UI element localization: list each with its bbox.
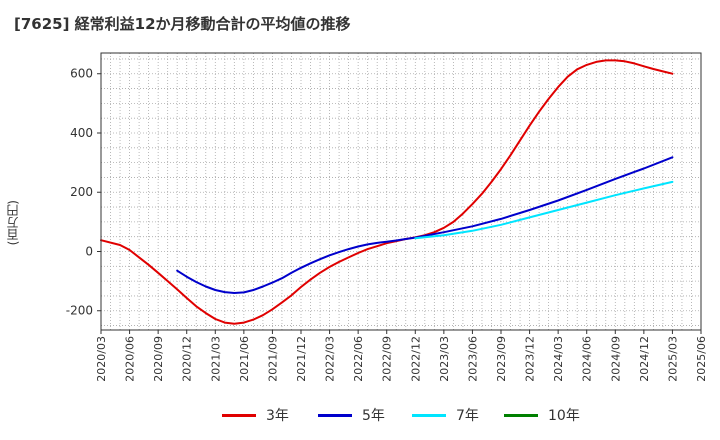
legend-item: 10年 bbox=[504, 401, 580, 429]
x-tick-label: 2020/03 bbox=[95, 336, 108, 382]
legend-label: 10年 bbox=[548, 408, 580, 424]
x-tick-label: 2020/12 bbox=[181, 336, 194, 382]
series-line-5年 bbox=[176, 156, 674, 294]
legend-item: 3年 bbox=[222, 401, 289, 429]
x-tick-label: 2021/12 bbox=[295, 336, 308, 382]
y-tick-label: 400 bbox=[70, 126, 93, 140]
legend-label: 5年 bbox=[362, 408, 385, 424]
x-tick-label: 2024/12 bbox=[638, 336, 651, 382]
x-tick-label: 2022/06 bbox=[352, 336, 365, 382]
x-tick-label: 2023/12 bbox=[524, 336, 537, 382]
x-tick-label: 2023/06 bbox=[466, 336, 479, 382]
chart-title: [7625] 経常利益12か月移動合計の平均値の推移 bbox=[14, 15, 351, 33]
legend-label: 3年 bbox=[266, 408, 289, 424]
legend-swatch bbox=[504, 413, 538, 417]
x-tick-label: 2025/03 bbox=[666, 336, 679, 382]
x-tick-label: 2023/03 bbox=[438, 336, 451, 382]
x-tick-label: 2025/06 bbox=[695, 336, 708, 382]
x-tick-label: 2023/09 bbox=[495, 336, 508, 382]
series-line-7年 bbox=[414, 180, 674, 240]
x-tick-label: 2021/09 bbox=[266, 336, 279, 382]
x-tick-label: 2022/09 bbox=[381, 336, 394, 382]
x-tick-label: 2022/12 bbox=[409, 336, 422, 382]
x-tick-label: 2022/03 bbox=[324, 336, 337, 382]
plot-frame bbox=[100, 52, 702, 331]
plot-area bbox=[101, 53, 701, 330]
y-tick-label: 0 bbox=[85, 244, 93, 258]
x-tick-label: 2020/09 bbox=[152, 336, 165, 382]
x-tick-label: 2020/06 bbox=[124, 336, 137, 382]
legend-swatch bbox=[318, 413, 352, 417]
x-tick-label: 2024/06 bbox=[581, 336, 594, 382]
y-tick-label: 600 bbox=[70, 67, 93, 81]
legend-item: 5年 bbox=[318, 401, 385, 429]
chart-legend: 3年 5年 7年 10年 bbox=[0, 401, 720, 429]
x-tick-label: 2024/09 bbox=[609, 336, 622, 382]
legend-swatch bbox=[222, 413, 256, 417]
x-tick-label: 2024/03 bbox=[552, 336, 565, 382]
legend-swatch bbox=[412, 413, 446, 417]
y-tick-label: 200 bbox=[70, 185, 93, 199]
y-tick-label: -200 bbox=[66, 304, 93, 318]
legend-label: 7年 bbox=[456, 408, 479, 424]
legend-item: 7年 bbox=[412, 401, 479, 429]
x-tick-label: 2021/03 bbox=[209, 336, 222, 382]
series-line-3年 bbox=[100, 59, 674, 325]
x-tick-label: 2021/06 bbox=[238, 336, 251, 382]
